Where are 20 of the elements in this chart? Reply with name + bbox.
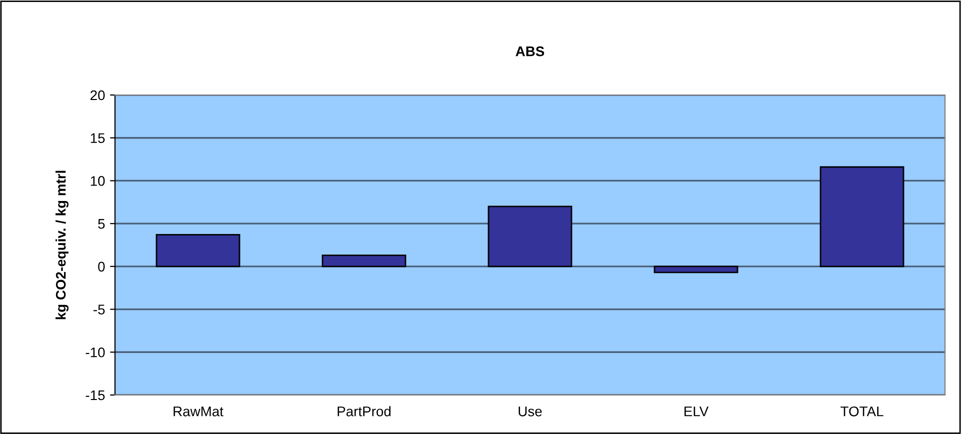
- x-tick-label: PartProd: [338, 406, 391, 416]
- x-tick-label: ELV: [684, 406, 709, 416]
- y-axis-title: kg CO2-equiv. / kg mtrl: [56, 170, 69, 320]
- bar: [488, 206, 572, 268]
- y-tick-label: -10: [86, 347, 105, 358]
- x-tick-label: RawMat: [174, 406, 224, 416]
- y-tick-label: -15: [86, 390, 105, 400]
- y-tick-label: 15: [90, 133, 105, 144]
- bar: [156, 234, 240, 268]
- y-tick-label: -5: [94, 304, 105, 314]
- chart-title: ABS: [516, 46, 544, 56]
- y-tick-label: 20: [90, 90, 105, 100]
- x-tick-label: Use: [518, 406, 542, 416]
- bar: [654, 266, 738, 274]
- y-tick-label: 10: [90, 176, 105, 186]
- y-tick-label: 5: [98, 219, 105, 229]
- bar: [322, 254, 406, 268]
- bar: [820, 166, 904, 268]
- x-tick-label: TOTAL: [840, 406, 884, 416]
- y-tick-label: 0: [98, 262, 105, 272]
